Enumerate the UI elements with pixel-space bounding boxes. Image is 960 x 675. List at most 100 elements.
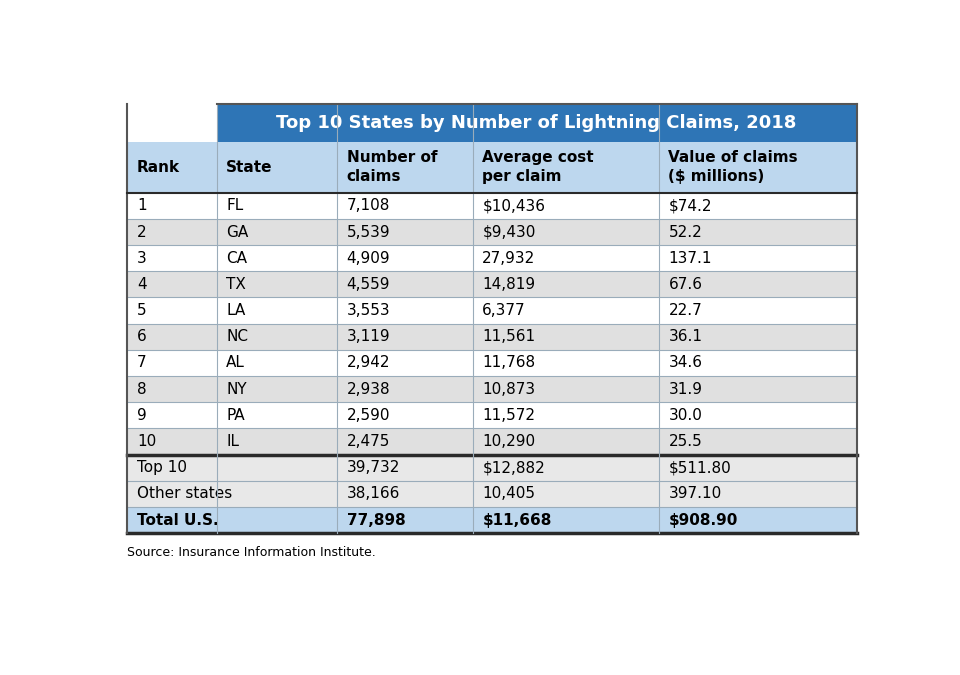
Text: 2,938: 2,938: [347, 381, 390, 397]
Text: NY: NY: [227, 381, 247, 397]
Bar: [659, 455, 856, 481]
Text: 2,942: 2,942: [347, 356, 390, 371]
Text: Rank: Rank: [137, 160, 180, 175]
Bar: [128, 481, 217, 507]
Bar: [217, 219, 337, 245]
Bar: [659, 429, 856, 455]
Bar: [337, 219, 472, 245]
Text: $9,430: $9,430: [482, 225, 536, 240]
Text: 11,768: 11,768: [482, 356, 536, 371]
Bar: [217, 324, 337, 350]
Text: $10,436: $10,436: [482, 198, 545, 213]
Text: CA: CA: [227, 250, 248, 266]
Text: $74.2: $74.2: [668, 198, 712, 213]
Text: Top 10: Top 10: [137, 460, 187, 475]
Bar: [659, 324, 856, 350]
Text: 22.7: 22.7: [668, 303, 702, 318]
Bar: [128, 324, 217, 350]
Bar: [472, 376, 659, 402]
Text: Source: Insurance Information Institute.: Source: Insurance Information Institute.: [128, 546, 376, 559]
Bar: [128, 376, 217, 402]
Text: 7: 7: [137, 356, 147, 371]
Text: PA: PA: [227, 408, 245, 423]
Text: 2: 2: [137, 225, 147, 240]
Text: 11,561: 11,561: [482, 329, 536, 344]
Bar: [128, 142, 217, 193]
Text: 38,166: 38,166: [347, 487, 400, 502]
Text: 8: 8: [137, 381, 147, 397]
Text: State: State: [227, 160, 273, 175]
Text: 4: 4: [137, 277, 147, 292]
Bar: [337, 429, 472, 455]
Text: Average cost
per claim: Average cost per claim: [482, 151, 594, 184]
Text: 5: 5: [137, 303, 147, 318]
Text: 67.6: 67.6: [668, 277, 703, 292]
Text: 3: 3: [137, 250, 147, 266]
Text: 2,590: 2,590: [347, 408, 390, 423]
Text: IL: IL: [227, 434, 239, 449]
Text: 39,732: 39,732: [347, 460, 400, 475]
Bar: [337, 376, 472, 402]
Text: AL: AL: [227, 356, 245, 371]
Text: 10,290: 10,290: [482, 434, 536, 449]
Text: Total U.S.: Total U.S.: [137, 512, 219, 528]
Bar: [217, 142, 337, 193]
Text: 27,932: 27,932: [482, 250, 536, 266]
Bar: [659, 271, 856, 298]
Bar: [337, 481, 472, 507]
Bar: [472, 324, 659, 350]
Text: 6,377: 6,377: [482, 303, 526, 318]
Bar: [659, 481, 856, 507]
Text: 397.10: 397.10: [668, 487, 722, 502]
Bar: [472, 271, 659, 298]
Text: 5,539: 5,539: [347, 225, 390, 240]
Text: $12,882: $12,882: [482, 460, 545, 475]
Text: 3,553: 3,553: [347, 303, 390, 318]
Bar: [217, 455, 337, 481]
Bar: [472, 429, 659, 455]
Text: LA: LA: [227, 303, 246, 318]
Bar: [659, 142, 856, 193]
Text: 4,909: 4,909: [347, 250, 390, 266]
Bar: [217, 507, 337, 533]
Text: Value of claims
($ millions): Value of claims ($ millions): [668, 151, 798, 184]
Bar: [337, 455, 472, 481]
Bar: [217, 429, 337, 455]
Text: 31.9: 31.9: [668, 381, 703, 397]
Bar: [217, 271, 337, 298]
Bar: [472, 219, 659, 245]
Bar: [337, 142, 472, 193]
Text: 30.0: 30.0: [668, 408, 703, 423]
Text: NC: NC: [227, 329, 249, 344]
Bar: [217, 105, 856, 142]
Text: 9: 9: [137, 408, 147, 423]
Bar: [659, 376, 856, 402]
Text: 1: 1: [137, 198, 147, 213]
Text: 77,898: 77,898: [347, 512, 405, 528]
Text: 7,108: 7,108: [347, 198, 390, 213]
Bar: [128, 429, 217, 455]
Bar: [128, 455, 217, 481]
Bar: [472, 142, 659, 193]
Text: $511.80: $511.80: [668, 460, 732, 475]
Bar: [217, 481, 337, 507]
Bar: [217, 376, 337, 402]
Text: 2,475: 2,475: [347, 434, 390, 449]
Bar: [337, 271, 472, 298]
Text: 11,572: 11,572: [482, 408, 536, 423]
Text: $11,668: $11,668: [482, 512, 552, 528]
Bar: [472, 455, 659, 481]
Text: 14,819: 14,819: [482, 277, 536, 292]
Bar: [659, 219, 856, 245]
Bar: [128, 271, 217, 298]
Text: FL: FL: [227, 198, 244, 213]
Text: 10,405: 10,405: [482, 487, 536, 502]
Text: 4,559: 4,559: [347, 277, 390, 292]
Text: 137.1: 137.1: [668, 250, 712, 266]
Bar: [337, 507, 472, 533]
Bar: [128, 507, 217, 533]
Text: 10,873: 10,873: [482, 381, 536, 397]
Text: Other states: Other states: [137, 487, 232, 502]
Text: TX: TX: [227, 277, 246, 292]
Text: Number of
claims: Number of claims: [347, 151, 437, 184]
